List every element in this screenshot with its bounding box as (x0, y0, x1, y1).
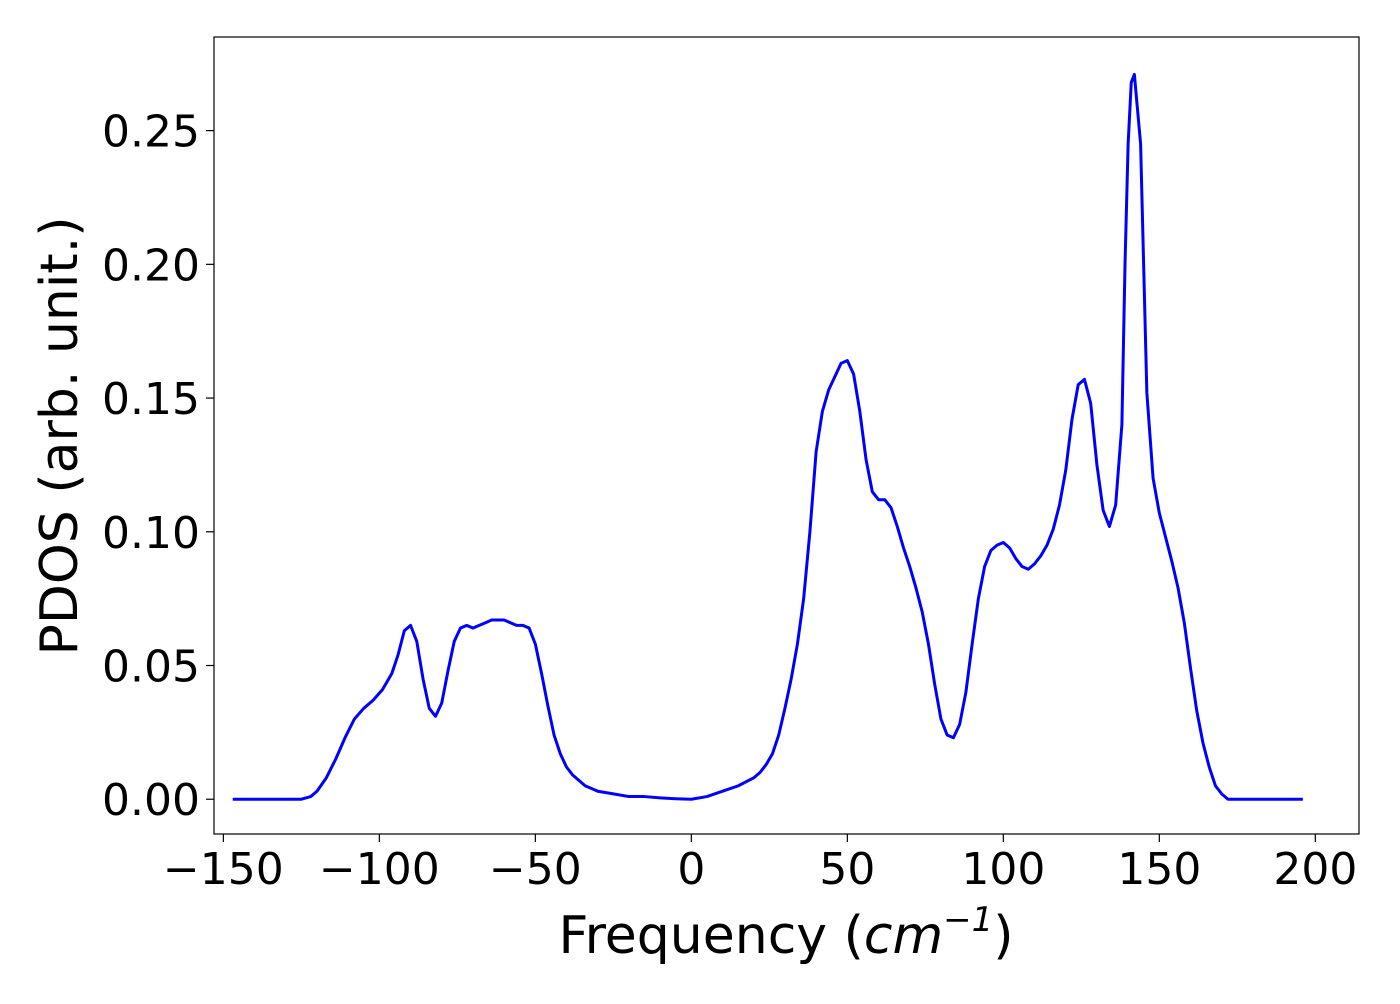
x-tick-label: 0 (677, 844, 705, 895)
x-tick-label: −150 (163, 844, 284, 895)
pdos-series-line (232, 72, 1303, 801)
line-layer (232, 72, 1303, 801)
x-tick-label: 100 (961, 844, 1045, 895)
plot-frame (213, 36, 1360, 835)
x-tick-label: −100 (319, 844, 440, 895)
x-axis-label: Frequency (cm−1) (558, 900, 1013, 966)
y-tick-label: 0.20 (102, 240, 200, 291)
y-tick-label: 0.05 (102, 642, 200, 693)
x-axis-label-close: ) (993, 906, 1013, 966)
x-tick-label: 200 (1273, 844, 1357, 895)
y-axis-label: PDOS (arb. unit.) (30, 216, 90, 655)
y-tick-label: 0.15 (102, 374, 200, 425)
x-tick-label: −50 (489, 844, 582, 895)
label-layer: Frequency (cm−1) PDOS (arb. unit.) (30, 216, 1014, 966)
y-tick-label: 0.10 (102, 508, 200, 559)
x-axis-label-unit: cm (864, 906, 943, 966)
x-axis-label-exponent: −1 (943, 900, 993, 940)
tick-layer: −150 −100 −50 0 50 100 150 200 0.00 0.05 0.10 0.15 0… (102, 107, 1357, 895)
x-axis-label-main: Frequency ( (558, 906, 863, 966)
y-tick-label: 0.25 (102, 107, 200, 158)
x-tick-label: 150 (1117, 844, 1201, 895)
y-tick-label: 0.00 (102, 775, 200, 826)
x-tick-label: 50 (819, 844, 875, 895)
